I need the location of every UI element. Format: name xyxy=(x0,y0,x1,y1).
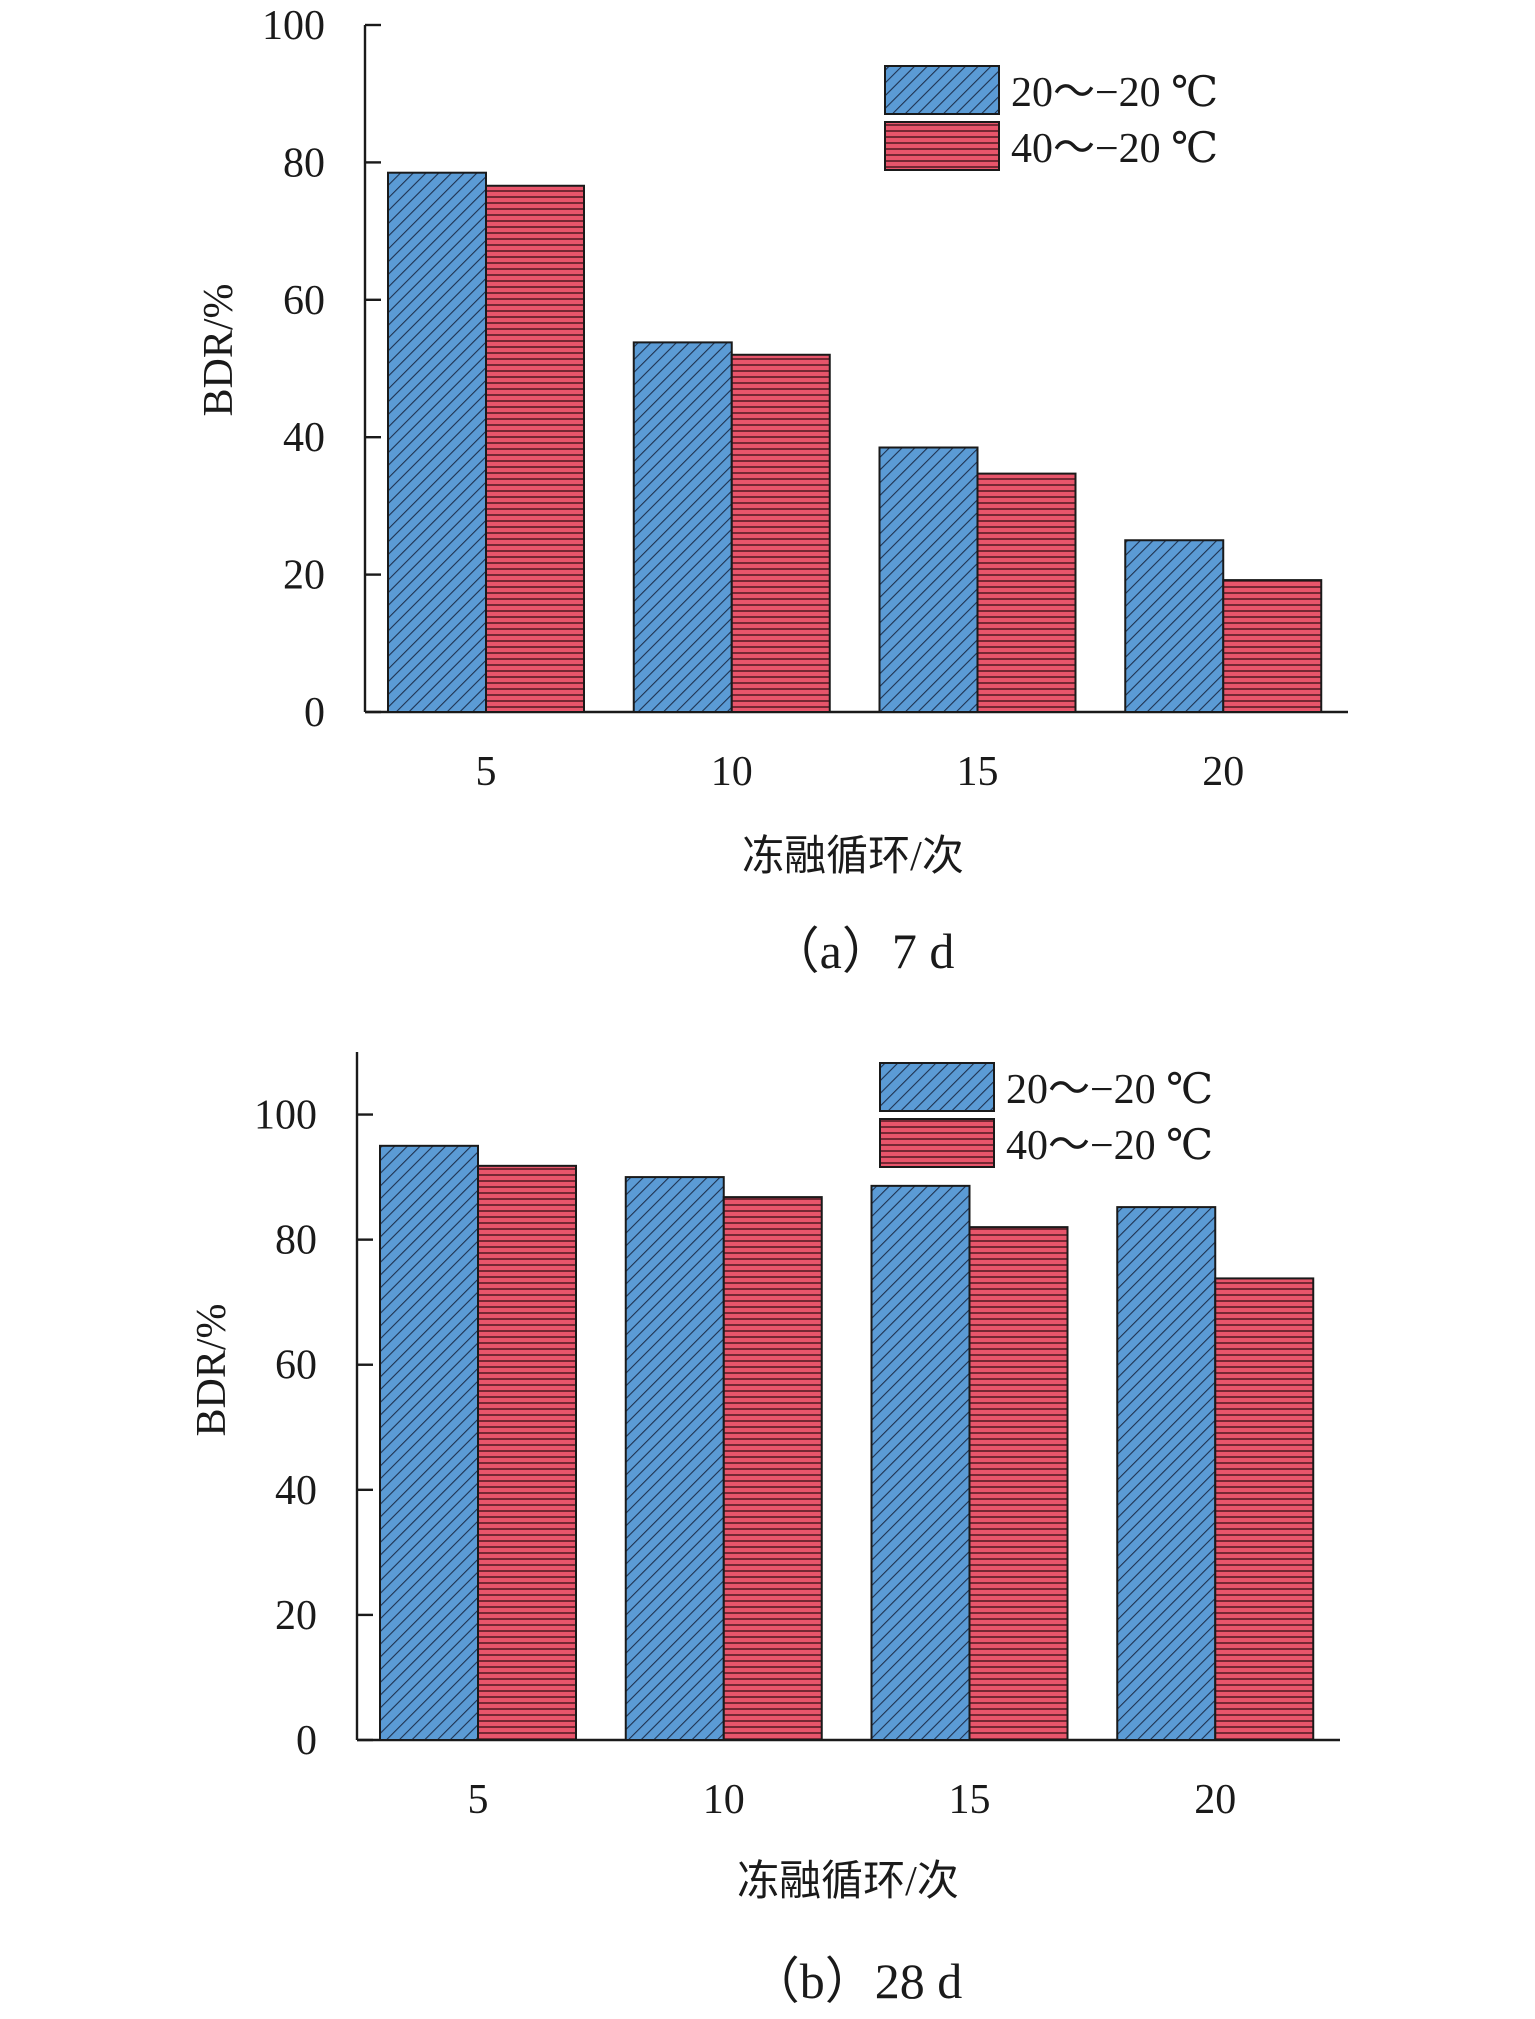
panel-b-bar-series-20 xyxy=(379,1144,479,1742)
panel-b-bar-series-40 xyxy=(722,1196,823,1741)
panel-b-legend-swatch xyxy=(879,1062,995,1112)
panel-a-y-tick-label: 80 xyxy=(283,140,325,186)
panel-a-y-tick-label: 40 xyxy=(283,415,325,461)
panel-b-caption: （b）28 d xyxy=(750,1953,963,2009)
panel-a-y-tick-label: 20 xyxy=(283,553,325,599)
panel-a-bar-series-40 xyxy=(730,353,831,713)
panel-a-x-tick-label: 20 xyxy=(1202,749,1244,795)
panel-a-bar-series-20 xyxy=(387,171,487,713)
panel-b-x-tick-label: 5 xyxy=(468,1777,489,1823)
panel-b-ylabel: BDR/% xyxy=(189,1303,235,1436)
panel-b-bar-series-20 xyxy=(1116,1206,1217,1741)
panel-a-xlabel: 冻融循环/次 xyxy=(742,833,964,880)
panel-a-caption: （a）7 d xyxy=(770,923,955,979)
panel-a-bar-series-40 xyxy=(1222,579,1323,714)
panel-b-y-tick-label: 20 xyxy=(275,1593,317,1639)
panel-b-chart: BDR/% 冻融循环/次 （b）28 d 0 20 40 60 80 100 5 10 15 20… xyxy=(189,1052,1340,2009)
panel-a-bar-series-20 xyxy=(632,341,733,713)
panel-a-y-tick-label: 0 xyxy=(304,690,325,736)
panel-b-y-tick-label: 100 xyxy=(254,1093,317,1139)
panel-a-x-tick-label: 5 xyxy=(476,749,497,795)
panel-b-legend-label: 40～−20 ℃ xyxy=(1006,1123,1213,1169)
panel-b-y-tick-label: 40 xyxy=(275,1468,317,1514)
panel-b-legend-swatch xyxy=(879,1118,995,1168)
panel-b-x-tick-label: 10 xyxy=(703,1777,745,1823)
panel-a-y-tick-label: 60 xyxy=(283,278,325,324)
panel-b-bar-series-20 xyxy=(870,1184,971,1741)
panel-b-x-tick-label: 20 xyxy=(1194,1777,1236,1823)
panel-b-y-tick-label: 60 xyxy=(275,1343,317,1389)
panel-b-x-tick-label: 15 xyxy=(949,1777,991,1823)
panel-a-x-tick-label: 10 xyxy=(711,749,753,795)
panel-a-legend-label: 20～−20 ℃ xyxy=(1011,70,1218,116)
panel-b-legend-label: 20～−20 ℃ xyxy=(1006,1067,1213,1113)
panel-a-bar-series-20 xyxy=(1124,539,1225,713)
panel-b-y-tick-label: 80 xyxy=(275,1218,317,1264)
panel-a-y-tick-label: 100 xyxy=(262,3,325,49)
panel-b-xlabel: 冻融循环/次 xyxy=(737,1858,959,1905)
panel-a-x-tick-label: 15 xyxy=(957,749,999,795)
panel-a-chart: BDR/% 冻融循环/次 （a）7 d 0 20 40 60 80 100 5 10 15 20 2… xyxy=(196,3,1348,979)
panel-a-ylabel: BDR/% xyxy=(196,283,242,416)
panel-a-legend-swatch xyxy=(884,121,1000,171)
panel-b-bar-series-40 xyxy=(968,1226,1069,1742)
panel-b-bar-series-40 xyxy=(477,1164,577,1742)
panel-a-bar-series-40 xyxy=(485,184,585,713)
panel-a-legend-label: 40～−20 ℃ xyxy=(1011,126,1218,172)
panel-a-bar-series-20 xyxy=(878,446,979,713)
panel-b-bar-series-20 xyxy=(624,1176,725,1742)
panel-b-y-tick-label: 0 xyxy=(296,1718,317,1764)
panel-b-bar-series-40 xyxy=(1214,1277,1315,1741)
panel-a-legend-swatch xyxy=(884,65,1000,115)
panel-a-bar-series-40 xyxy=(976,472,1077,713)
